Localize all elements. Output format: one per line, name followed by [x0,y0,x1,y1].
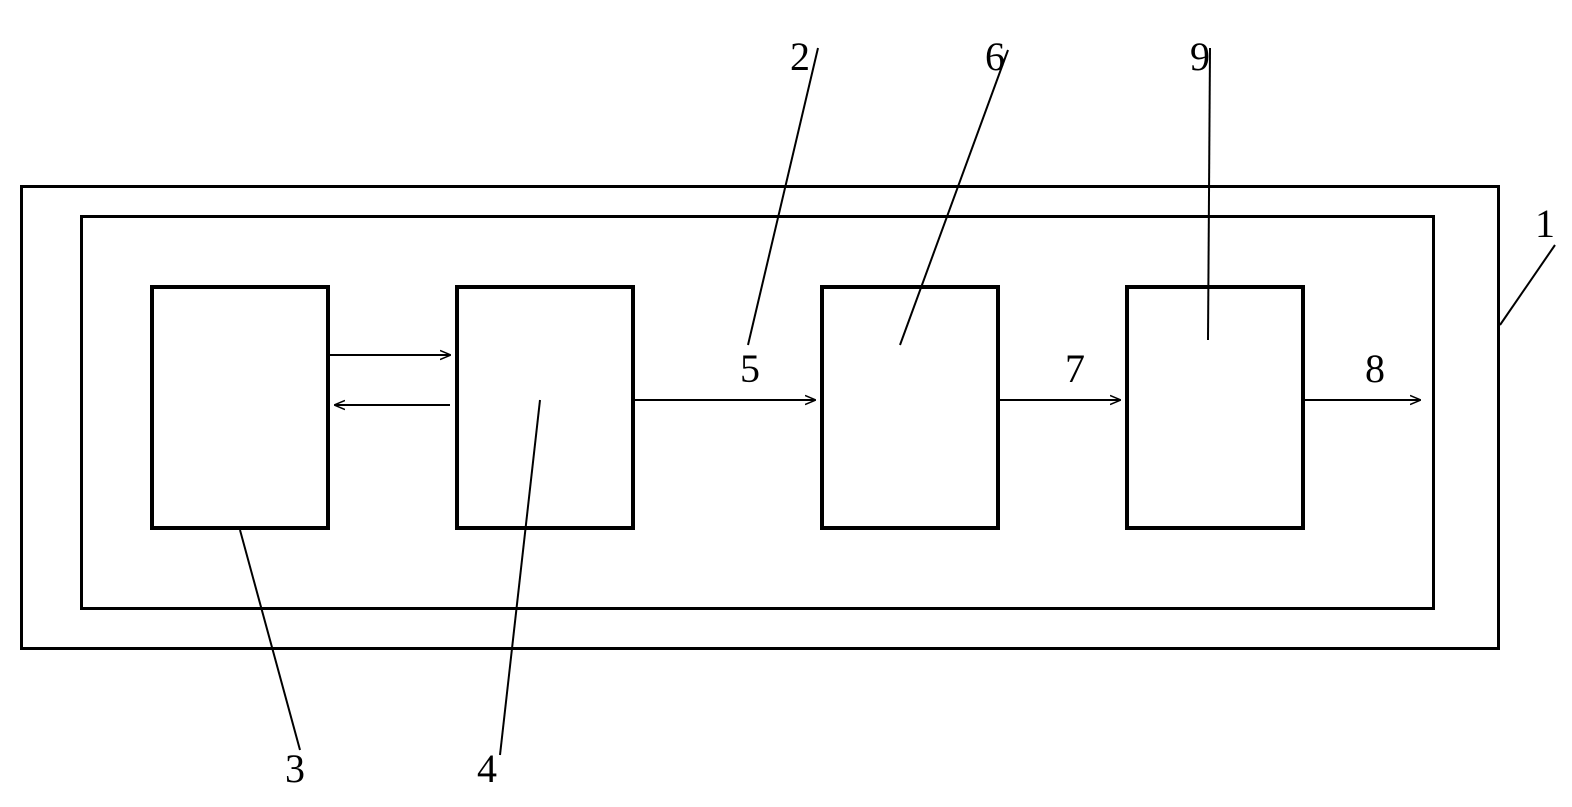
leader-1 [1500,245,1555,325]
block-4 [455,285,635,530]
reference-label-5: 5 [740,345,760,392]
reference-label-6: 6 [985,33,1005,80]
diagram-canvas: 1 2 3 4 5 6 7 8 9 [0,0,1572,807]
block-3 [150,285,330,530]
reference-label-8: 8 [1365,345,1385,392]
block-9 [1125,285,1305,530]
reference-label-9: 9 [1190,33,1210,80]
reference-label-7: 7 [1065,345,1085,392]
reference-label-2: 2 [790,33,810,80]
reference-label-4: 4 [477,745,497,792]
block-6 [820,285,1000,530]
reference-label-3: 3 [285,745,305,792]
reference-label-1: 1 [1535,200,1555,247]
